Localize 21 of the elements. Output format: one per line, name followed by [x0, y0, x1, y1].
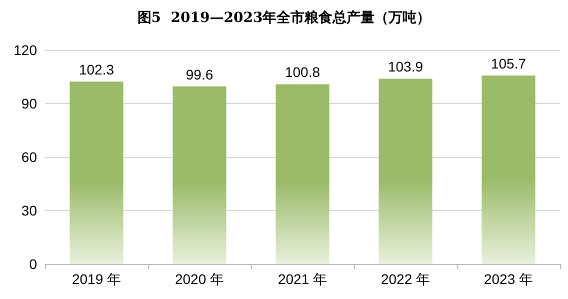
- bar: [276, 84, 330, 264]
- bar: [378, 78, 432, 264]
- data-label: 100.8: [284, 64, 320, 80]
- data-label: 105.7: [490, 56, 526, 72]
- data-label: 103.9: [388, 58, 424, 75]
- y-tick-label: 60: [21, 149, 38, 165]
- chart-title: 图5 2019—2023年全市粮食总产量（万吨）: [137, 9, 431, 26]
- x-tick-label: 2021 年: [278, 271, 328, 287]
- y-tick-label: 0: [29, 256, 38, 272]
- y-tick-label: 30: [21, 202, 38, 218]
- bar: [482, 76, 536, 264]
- x-tick-label: 2019 年: [72, 271, 122, 287]
- bar: [172, 86, 226, 264]
- x-tick-label: 2023 年: [484, 271, 534, 287]
- bar: [70, 82, 124, 264]
- data-label: 102.3: [78, 62, 114, 78]
- x-tick-label: 2022 年: [380, 271, 430, 287]
- data-label: 99.6: [186, 66, 214, 82]
- y-tick-label: 90: [21, 96, 38, 112]
- x-tick-label: 2020 年: [174, 271, 224, 287]
- y-tick-label: 120: [14, 42, 38, 58]
